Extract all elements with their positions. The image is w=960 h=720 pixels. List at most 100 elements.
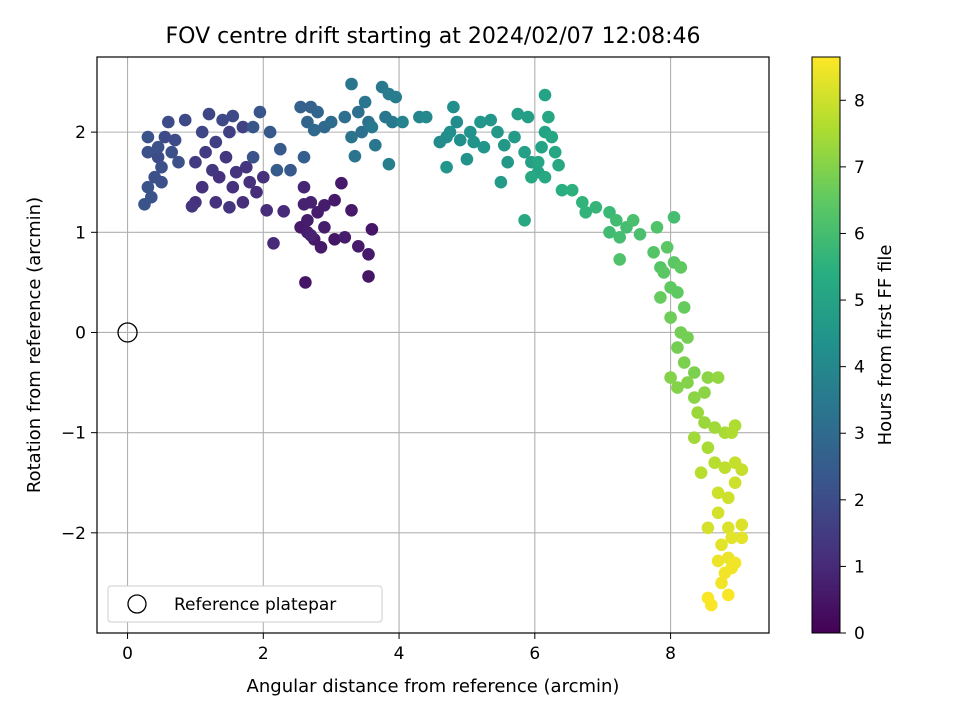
data-point: [345, 77, 358, 91]
y-tick-label: 0: [75, 323, 86, 343]
data-point: [158, 130, 172, 144]
data-point: [728, 476, 742, 490]
data-point: [226, 180, 240, 194]
plot-frame: [96, 56, 770, 634]
data-point: [688, 431, 701, 445]
data-point: [318, 221, 331, 234]
data-point: [677, 301, 691, 314]
x-tick-label: 0: [122, 644, 133, 664]
data-point: [335, 176, 348, 190]
data-point: [701, 521, 715, 535]
data-point: [494, 175, 508, 189]
data-point: [671, 286, 684, 299]
data-point: [579, 206, 592, 219]
data-point: [369, 138, 382, 152]
data-point: [209, 196, 223, 209]
data-point: [474, 115, 487, 129]
data-point: [162, 115, 175, 129]
colorbar-tick-label: 0: [854, 624, 865, 644]
data-point: [681, 376, 694, 389]
data-point: [722, 588, 735, 602]
data-point: [722, 491, 735, 505]
colorbar-label: Hours from first FF file: [875, 245, 896, 446]
data-point: [260, 204, 274, 217]
colorbar-tick-label: 2: [854, 491, 865, 511]
data-point: [206, 163, 219, 177]
data-point: [531, 155, 545, 169]
data-point: [284, 163, 297, 177]
data-point: [508, 130, 521, 144]
colorbar-tick-label: 7: [854, 158, 865, 178]
reference-platepar-marker: [117, 322, 138, 343]
data-point: [722, 521, 735, 535]
data-point: [202, 107, 216, 121]
grid-lines: [97, 57, 769, 633]
data-point: [263, 125, 277, 139]
data-point: [671, 341, 684, 354]
data-point: [735, 463, 749, 477]
data-point: [725, 531, 738, 545]
data-point: [688, 391, 701, 404]
data-point: [294, 100, 307, 114]
x-axis-ticks: 0 2 4 6 8: [122, 633, 676, 664]
legend-label: Reference platepar: [174, 595, 336, 615]
data-point: [715, 538, 728, 552]
data-point: [708, 421, 721, 434]
data-point: [348, 149, 362, 163]
data-point: [453, 133, 467, 147]
data-point: [389, 90, 403, 104]
data-point: [698, 386, 711, 399]
data-point: [358, 95, 372, 109]
data-point: [518, 145, 531, 159]
data-point: [467, 135, 481, 149]
data-point: [155, 160, 168, 174]
scatter-points: [138, 77, 749, 612]
data-point: [548, 145, 562, 159]
colorbar-ticks: 0 1 2 3 4 5 6 7 8: [840, 91, 865, 644]
data-point: [657, 266, 671, 279]
data-point: [240, 160, 253, 174]
data-point: [443, 125, 457, 139]
data-point: [223, 201, 236, 214]
data-point: [555, 183, 569, 197]
data-point: [307, 123, 321, 137]
data-point: [199, 145, 212, 159]
colorbar-tick-label: 1: [854, 557, 865, 577]
data-point: [209, 135, 223, 149]
data-point: [345, 130, 358, 144]
data-point: [168, 133, 182, 147]
data-point: [324, 115, 338, 129]
data-point: [270, 163, 284, 177]
data-point: [338, 231, 352, 244]
data-point: [440, 160, 453, 174]
data-point: [219, 150, 233, 164]
data-point: [229, 165, 243, 179]
data-point: [711, 371, 725, 384]
data-point: [691, 406, 704, 419]
data-point: [362, 270, 375, 283]
data-point: [223, 125, 236, 139]
data-point: [654, 291, 667, 304]
colorbar-gradient: [811, 56, 841, 634]
data-point: [477, 140, 491, 154]
data-point: [386, 115, 399, 129]
data-point: [711, 486, 725, 500]
data-point: [151, 140, 165, 154]
data-point: [216, 113, 229, 127]
data-point: [552, 158, 565, 172]
data-point: [178, 113, 192, 127]
data-point: [589, 201, 603, 214]
colorbar-tick-label: 5: [854, 291, 865, 311]
data-point: [677, 356, 691, 369]
data-point: [511, 107, 525, 121]
data-point: [711, 554, 725, 568]
data-point: [165, 145, 178, 159]
data-point: [172, 155, 185, 169]
data-point: [576, 196, 589, 209]
data-point: [650, 221, 664, 234]
data-point: [236, 196, 250, 209]
data-point: [735, 531, 749, 545]
colorbar: 0 1 2 3 4 5 6 7 8 Hours from first FF file: [811, 56, 896, 644]
legend-box: [107, 585, 383, 623]
data-point: [299, 276, 312, 289]
